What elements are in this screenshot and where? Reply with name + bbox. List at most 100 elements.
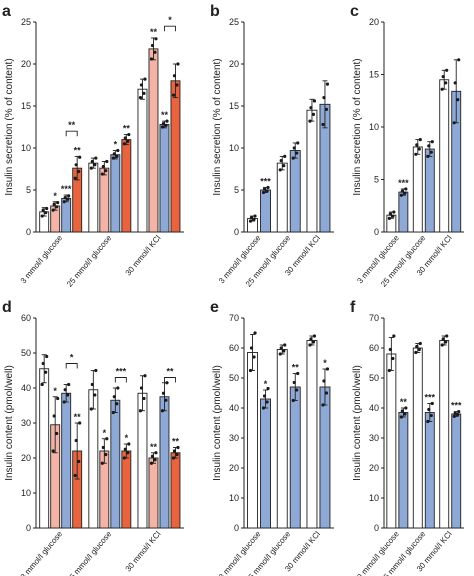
significance-stars: *** [260, 176, 271, 186]
data-point [111, 410, 115, 415]
significance-stars: ** [292, 363, 300, 373]
bar [439, 79, 450, 233]
comparison-bracket [114, 377, 127, 383]
significance-stars: ** [150, 27, 158, 37]
data-point [415, 344, 419, 349]
data-point [101, 445, 105, 450]
y-tick-label: 20 [21, 453, 31, 463]
panel-letter: a [2, 3, 11, 20]
data-point [308, 343, 312, 347]
significance-stars: ** [150, 442, 158, 452]
significance-stars: * [264, 379, 268, 389]
data-point [171, 456, 176, 460]
y-tick-label: 30 [229, 433, 239, 443]
data-point [414, 152, 418, 156]
y-tick-label: 0 [374, 227, 379, 237]
data-point [440, 343, 444, 347]
data-point [324, 107, 329, 111]
data-point [51, 449, 55, 453]
data-point [73, 176, 77, 180]
bar [159, 396, 170, 529]
data-point [111, 156, 115, 160]
data-point [322, 96, 326, 100]
comparison-bracket [164, 25, 176, 32]
data-point [292, 380, 296, 385]
data-point [322, 379, 326, 383]
data-point [41, 208, 45, 212]
data-point [262, 394, 267, 398]
y-tick-label: 0 [26, 523, 31, 533]
y-tick-label: 20 [369, 463, 379, 473]
data-point [127, 442, 131, 446]
data-point [252, 355, 256, 359]
data-point [387, 368, 391, 373]
y-axis-label: Insulin content (pmol/well) [352, 365, 363, 481]
data-point [89, 166, 93, 170]
data-point [139, 386, 144, 390]
bar [61, 392, 72, 529]
data-point [266, 185, 270, 190]
y-tick-label: 50 [369, 373, 379, 383]
data-point [122, 456, 126, 460]
data-point [105, 159, 109, 164]
data-point [66, 197, 70, 201]
bar [170, 80, 181, 233]
bar [276, 162, 288, 233]
bar [137, 88, 148, 233]
x-category-label: 3 mmol/l glucose [19, 233, 65, 285]
data-point [457, 58, 461, 62]
bar [39, 368, 50, 529]
data-point [93, 163, 97, 167]
data-point [311, 112, 316, 116]
bracket-stars: *** [116, 367, 127, 377]
data-point [279, 346, 283, 350]
data-point [418, 341, 422, 346]
data-point [45, 354, 49, 359]
bar [148, 457, 159, 529]
significance-stars: ** [172, 437, 180, 447]
data-point [104, 452, 108, 457]
bar [88, 162, 99, 233]
data-point [62, 200, 66, 204]
data-point [456, 98, 460, 102]
data-point [150, 43, 155, 48]
bar [260, 398, 271, 529]
y-tick-label: 20 [21, 59, 31, 69]
data-point [417, 347, 421, 352]
significance-stars: * [53, 191, 57, 201]
data-point [101, 164, 105, 169]
data-point [261, 406, 266, 410]
data-point [312, 334, 317, 338]
bar [148, 48, 159, 233]
data-point [404, 187, 408, 191]
data-point [139, 83, 144, 87]
data-point [105, 437, 109, 441]
bar [110, 399, 121, 529]
data-point [426, 419, 430, 424]
data-point [138, 409, 143, 413]
data-point [456, 413, 460, 417]
data-point [63, 388, 67, 392]
panel-letter: f [350, 299, 356, 316]
y-tick-label: 10 [229, 493, 239, 503]
data-point [441, 337, 445, 341]
data-point [291, 156, 295, 160]
data-point [164, 123, 168, 127]
data-point [282, 164, 286, 168]
y-tick-label: 15 [21, 101, 31, 111]
bar [289, 386, 301, 529]
panel-letter: b [210, 3, 220, 20]
data-point [122, 142, 126, 146]
data-point [127, 132, 131, 137]
y-tick-label: 10 [369, 122, 379, 132]
data-point [164, 398, 168, 402]
data-point [40, 214, 44, 218]
data-point [452, 121, 456, 125]
panel-b: b 0 5 10 15 20 25 Insulin secretion (% of conte… [210, 3, 334, 289]
data-point [399, 415, 403, 419]
data-point [321, 122, 325, 127]
data-point [453, 81, 457, 85]
bracket-stars: ** [166, 367, 174, 377]
data-point [77, 459, 81, 464]
